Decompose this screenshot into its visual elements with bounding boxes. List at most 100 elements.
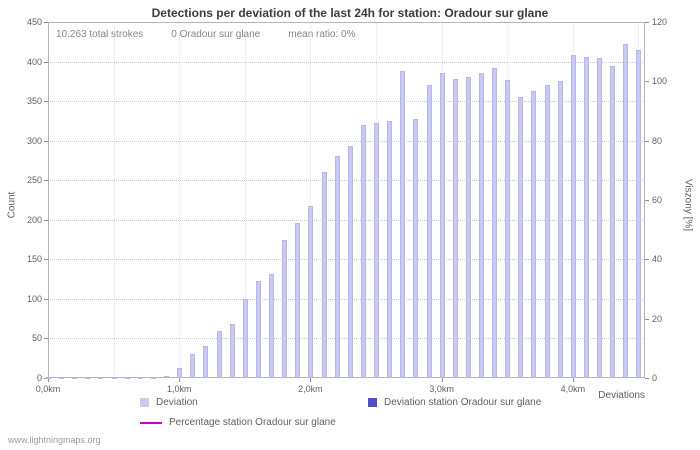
y-axis-tick-right: 40 xyxy=(652,254,663,265)
bar-deviation xyxy=(557,81,563,378)
bar-deviation xyxy=(636,49,642,378)
tick-mark-left xyxy=(44,298,48,300)
bar-deviation xyxy=(492,67,498,378)
bar-deviation xyxy=(334,156,340,378)
y-axis-tick-left: 0 xyxy=(36,373,42,383)
bar-deviation xyxy=(518,97,524,378)
bar-deviation xyxy=(387,120,393,378)
bar-deviation xyxy=(203,346,209,378)
bar-deviation xyxy=(544,85,550,378)
stat-total-strokes: 10.263 total strokes xyxy=(56,29,144,40)
bar-deviation xyxy=(269,274,275,378)
bar-deviation xyxy=(177,367,183,378)
tick-mark-right xyxy=(645,259,649,261)
bar-deviation xyxy=(583,56,589,378)
bar-deviation xyxy=(360,124,366,378)
legend-item-deviation-station: Deviation station Oradour sur glane xyxy=(368,397,541,408)
bar-deviation xyxy=(164,375,170,378)
tick-mark-left xyxy=(44,101,48,103)
tick-mark-x xyxy=(310,378,312,382)
tick-mark-left xyxy=(44,180,48,182)
gridline-horizontal xyxy=(48,101,645,103)
bar-deviation xyxy=(465,77,471,378)
legend-swatch-deviation xyxy=(140,398,149,407)
y-axis-tick-left: 50 xyxy=(31,333,42,344)
gridline-vertical xyxy=(244,22,246,378)
legend-label-deviation: Deviation xyxy=(156,397,198,408)
tick-mark-right xyxy=(645,200,649,201)
y-axis-tick-right: 60 xyxy=(652,195,663,205)
bar-deviation xyxy=(98,377,104,380)
bar-deviation xyxy=(400,71,406,378)
legend-label-percentage-station: Percentage station Oradour sur glane xyxy=(169,417,336,428)
bar-deviation xyxy=(531,90,537,378)
bar-deviation xyxy=(597,57,603,378)
bar-deviation xyxy=(610,65,616,378)
y-axis-tick-left: 150 xyxy=(26,254,42,265)
bar-deviation xyxy=(426,85,432,378)
x-axis-tick: 4,0km xyxy=(560,384,586,394)
tick-mark-left xyxy=(44,22,48,23)
y-axis-tick-left: 400 xyxy=(26,56,42,67)
y-axis-tick-left: 100 xyxy=(26,293,42,304)
y-axis-tick-left: 350 xyxy=(26,96,42,107)
tick-mark-right xyxy=(645,22,649,23)
bar-deviation xyxy=(570,55,576,378)
x-axis-tick: 0,0km xyxy=(35,384,61,394)
bar-deviation xyxy=(478,72,484,378)
legend-line-percentage-station xyxy=(140,421,162,424)
bar-deviation xyxy=(452,78,458,378)
tick-mark-left xyxy=(44,338,48,340)
bar-deviation xyxy=(124,377,130,380)
tick-mark-right xyxy=(645,378,649,379)
y-axis-label-right: Viszony [%] xyxy=(682,178,694,232)
y-axis-tick-left: 250 xyxy=(26,175,42,186)
gridline-horizontal xyxy=(48,61,645,63)
tick-mark-right xyxy=(645,81,649,83)
tick-mark-left xyxy=(44,219,48,221)
y-axis-tick-right: 120 xyxy=(652,17,668,27)
bar-deviation xyxy=(46,377,51,380)
y-axis-tick-left: 450 xyxy=(26,17,42,27)
y-axis-tick-right: 20 xyxy=(652,313,663,324)
x-axis-tick: 1,0km xyxy=(166,384,192,394)
gridline-horizontal xyxy=(48,180,645,182)
x-axis-tick: 2,0km xyxy=(298,384,323,394)
legend-swatch-deviation-station xyxy=(368,398,377,407)
y-axis-tick-right: 0 xyxy=(652,373,658,383)
legend-item-percentage-station: Percentage station Oradour sur glane xyxy=(140,417,336,428)
tick-mark-right xyxy=(645,318,649,320)
bar-deviation xyxy=(190,354,196,378)
bar-deviation xyxy=(111,377,117,380)
bar-deviation xyxy=(85,377,91,380)
chart-title: Detections per deviation of the last 24h… xyxy=(151,6,549,20)
gridline-horizontal xyxy=(48,338,645,340)
gridline-vertical xyxy=(113,22,115,378)
bar-deviation xyxy=(59,377,65,380)
gridline-horizontal xyxy=(48,140,645,142)
bar-deviation xyxy=(282,239,288,378)
legend-item-deviation: Deviation xyxy=(140,397,198,408)
bar-deviation xyxy=(150,377,156,380)
bar-deviation xyxy=(439,73,445,378)
bar-deviation xyxy=(347,146,353,378)
legend-label-deviation-station: Deviation station Oradour sur glane xyxy=(384,397,542,408)
tick-mark-left xyxy=(44,61,48,63)
bar-deviation xyxy=(295,222,301,378)
tick-mark-right xyxy=(645,140,649,142)
tick-mark-x xyxy=(48,378,49,382)
gridline-horizontal xyxy=(48,298,645,300)
x-axis-tick: 3,0km xyxy=(429,384,454,394)
watermark: www.lightningmaps.org xyxy=(8,435,101,445)
y-axis-tick-left: 200 xyxy=(26,214,42,225)
tick-mark-left xyxy=(44,259,48,261)
bar-deviation xyxy=(321,171,327,378)
bar-deviation xyxy=(623,44,629,378)
x-axis-label: Deviations xyxy=(598,390,645,401)
gridline-horizontal xyxy=(48,259,645,261)
bar-deviation xyxy=(229,324,235,378)
gridline-horizontal xyxy=(48,219,645,221)
bar-deviation xyxy=(242,298,248,378)
plot-area xyxy=(48,22,645,378)
